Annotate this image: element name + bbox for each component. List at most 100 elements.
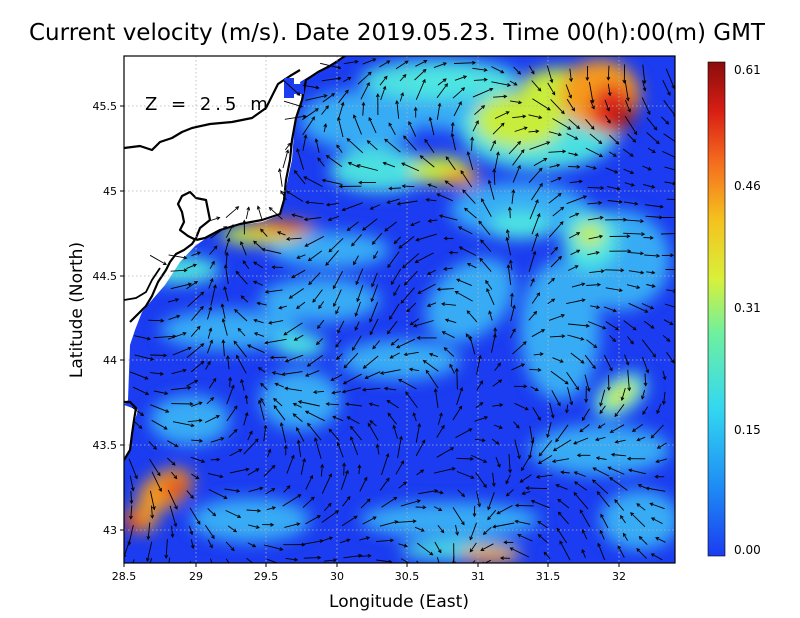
- current-arrow-head: [176, 314, 181, 319]
- current-arrow-head: [428, 352, 434, 357]
- current-arrow-shaft: [393, 236, 401, 244]
- current-arrow-shaft: [305, 201, 324, 205]
- current-arrow-head: [316, 515, 321, 519]
- current-arrow-shaft: [305, 410, 326, 422]
- current-arrow-head: [369, 420, 374, 424]
- current-arrow-head: [325, 155, 330, 159]
- current-arrow-head: [223, 264, 228, 269]
- current-arrow-head: [293, 337, 298, 341]
- current-arrow-head: [416, 336, 421, 340]
- current-arrow-shaft: [456, 457, 474, 460]
- current-arrow-shaft: [509, 328, 516, 339]
- current-arrow-head: [531, 278, 535, 283]
- current-arrow-head: [382, 161, 387, 166]
- current-arrow-head: [448, 250, 453, 255]
- current-arrow-head: [335, 343, 339, 348]
- current-arrow-shaft: [493, 95, 507, 98]
- current-arrow-shaft: [559, 540, 571, 561]
- current-arrow-head: [198, 401, 203, 406]
- current-arrow-head: [309, 474, 314, 479]
- current-arrow-head: [226, 237, 231, 242]
- current-arrow-head: [606, 386, 611, 391]
- current-arrow-head: [574, 152, 579, 157]
- current-arrow-shaft: [153, 335, 176, 339]
- current-arrow-head: [130, 487, 135, 492]
- current-arrow-head: [244, 412, 249, 417]
- current-arrow-shaft: [546, 421, 552, 438]
- current-arrow-head: [302, 457, 306, 463]
- current-arrow-shaft: [416, 233, 437, 241]
- current-arrow-head: [187, 385, 192, 390]
- current-arrow-head: [627, 108, 631, 113]
- current-arrow-shaft: [480, 239, 492, 252]
- current-arrow-shaft: [384, 387, 397, 391]
- current-arrow-head: [484, 416, 489, 420]
- current-arrow-shaft: [574, 471, 586, 477]
- current-arrow-head: [356, 298, 361, 303]
- current-arrow-head: [375, 93, 380, 98]
- current-arrow-head: [442, 62, 447, 66]
- current-arrow-head: [282, 564, 285, 567]
- current-arrow-shaft: [337, 320, 345, 334]
- current-arrow-shaft: [571, 283, 585, 288]
- colorbar: 0.00 0.15 0.31 0.46 0.61: [707, 61, 761, 557]
- current-arrow-head: [636, 503, 641, 507]
- current-arrow-shaft: [282, 149, 289, 169]
- current-arrow-shaft: [332, 416, 344, 422]
- current-arrow-head: [581, 549, 586, 554]
- current-arrow-head: [618, 199, 623, 204]
- current-arrow-head: [369, 318, 373, 323]
- current-arrow-head: [443, 347, 448, 351]
- current-arrow-head: [296, 92, 301, 96]
- current-arrow-head: [651, 184, 656, 189]
- current-arrow-head: [569, 401, 574, 406]
- current-arrow-head: [344, 89, 349, 94]
- current-arrow-head: [415, 237, 420, 242]
- current-arrow-shaft: [568, 166, 580, 168]
- current-arrow-shaft: [493, 169, 496, 185]
- current-arrow-shaft: [434, 490, 443, 494]
- current-arrow-shaft: [624, 80, 629, 101]
- current-arrow-shaft: [664, 181, 675, 185]
- current-arrow-head: [333, 558, 338, 563]
- current-arrows: [124, 58, 675, 567]
- current-arrow-head: [500, 69, 505, 74]
- current-arrow-head: [666, 338, 671, 342]
- current-arrow-head: [642, 87, 647, 92]
- current-arrow-head: [560, 314, 565, 318]
- current-arrow-shaft: [605, 287, 623, 292]
- current-arrow-shaft: [630, 512, 646, 528]
- current-arrow-shaft: [391, 268, 402, 285]
- current-arrow-head: [539, 182, 543, 187]
- current-arrow-shaft: [335, 339, 342, 348]
- current-arrow-shaft: [469, 335, 476, 355]
- current-arrow-shaft: [566, 371, 579, 390]
- current-arrow-shaft: [367, 140, 378, 151]
- current-arrow-head: [307, 257, 312, 262]
- current-arrow-head: [554, 246, 559, 251]
- current-arrow-head: [396, 201, 401, 206]
- current-arrow-head: [403, 543, 408, 548]
- current-arrow-head: [234, 309, 239, 313]
- current-arrow-head: [441, 424, 445, 429]
- current-arrow-head: [400, 92, 404, 97]
- current-arrow-head: [223, 286, 228, 291]
- current-arrow-shaft: [396, 338, 415, 349]
- current-arrow-head: [408, 367, 413, 372]
- current-arrow-head: [370, 298, 375, 303]
- current-arrow-head: [215, 415, 220, 419]
- current-arrow-shaft: [452, 507, 465, 525]
- current-arrow-shaft: [662, 370, 666, 380]
- current-arrow-shaft: [628, 302, 648, 313]
- current-arrow-shaft: [433, 62, 447, 69]
- current-arrow-shaft: [326, 403, 339, 406]
- current-arrow-head: [128, 515, 133, 520]
- current-arrow-head: [271, 464, 276, 469]
- current-arrow-shaft: [610, 424, 625, 433]
- current-arrow-head: [614, 413, 619, 418]
- current-arrow-shaft: [307, 354, 324, 367]
- current-arrow-head: [382, 85, 387, 90]
- current-arrow-shaft: [445, 180, 454, 188]
- current-arrow-shaft: [404, 270, 418, 286]
